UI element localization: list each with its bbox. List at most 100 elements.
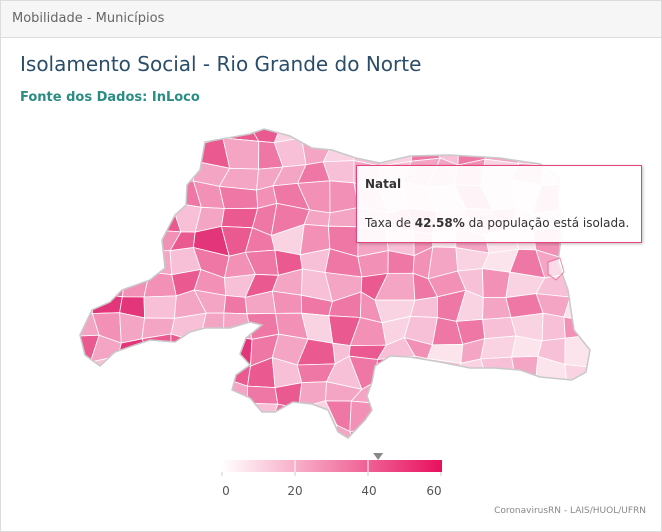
municipality-cell[interactable]	[93, 202, 128, 236]
municipality-cell[interactable]	[385, 120, 414, 143]
municipality-cell[interactable]	[270, 403, 307, 435]
municipality-cell[interactable]	[175, 426, 204, 450]
municipality-cell[interactable]	[564, 334, 593, 368]
natal-municipality[interactable]	[547, 257, 565, 281]
municipality-cell[interactable]	[97, 379, 118, 413]
municipality-cell[interactable]	[222, 333, 253, 367]
municipality-cell[interactable]	[70, 229, 100, 252]
municipality-cell[interactable]	[117, 338, 156, 365]
municipality-cell[interactable]	[583, 254, 616, 275]
municipality-cell[interactable]	[592, 335, 616, 367]
municipality-cell[interactable]	[70, 202, 96, 236]
municipality-cell[interactable]	[223, 295, 248, 315]
municipality-cell[interactable]	[70, 162, 97, 190]
municipality-cell[interactable]	[115, 404, 151, 430]
municipality-cell[interactable]	[593, 360, 616, 387]
municipality-cell[interactable]	[428, 422, 456, 450]
municipality-cell[interactable]	[143, 428, 178, 450]
municipality-cell[interactable]	[480, 356, 517, 386]
municipality-cell[interactable]	[589, 120, 616, 149]
municipality-cell[interactable]	[349, 400, 384, 432]
municipality-cell[interactable]	[141, 181, 180, 205]
municipality-cell[interactable]	[124, 160, 154, 189]
municipality-cell[interactable]	[141, 250, 173, 276]
municipality-cell[interactable]	[169, 160, 196, 183]
municipality-cell[interactable]	[126, 136, 148, 164]
municipality-cell[interactable]	[114, 379, 148, 407]
municipality-cell[interactable]	[90, 187, 128, 204]
municipality-cell[interactable]	[89, 136, 130, 164]
municipality-cell[interactable]	[583, 269, 616, 299]
municipality-cell[interactable]	[582, 423, 616, 450]
municipality-cell[interactable]	[146, 160, 180, 184]
municipality-cell[interactable]	[404, 422, 431, 450]
municipality-cell[interactable]	[70, 292, 94, 314]
municipality-cell[interactable]	[427, 120, 461, 146]
municipality-cell[interactable]	[169, 358, 207, 391]
municipality-cell[interactable]	[203, 358, 232, 391]
municipality-cell[interactable]	[70, 137, 97, 164]
municipality-cell[interactable]	[168, 384, 205, 405]
municipality-cell[interactable]	[70, 423, 101, 450]
municipality-cell[interactable]	[146, 140, 171, 168]
municipality-cell[interactable]	[195, 380, 233, 404]
municipality-cell[interactable]	[119, 312, 146, 344]
municipality-cell[interactable]	[168, 402, 204, 434]
municipality-cell[interactable]	[124, 182, 154, 205]
municipality-cell[interactable]	[70, 360, 99, 390]
municipality-cell[interactable]	[563, 385, 594, 409]
municipality-cell[interactable]	[434, 381, 467, 411]
municipality-cell[interactable]	[70, 386, 101, 413]
municipality-cell[interactable]	[141, 201, 182, 233]
municipality-cell[interactable]	[271, 290, 303, 314]
municipality-cell[interactable]	[122, 120, 148, 149]
municipality-cell[interactable]	[458, 120, 489, 146]
municipality-cell[interactable]	[481, 120, 515, 142]
municipality-cell[interactable]	[507, 120, 534, 142]
municipality-cell[interactable]	[144, 358, 179, 386]
municipality-cell[interactable]	[349, 429, 381, 450]
municipality-cell[interactable]	[482, 317, 517, 340]
municipality-cell[interactable]	[90, 162, 128, 189]
municipality-cell[interactable]	[142, 120, 171, 149]
municipality-cell[interactable]	[485, 384, 517, 412]
municipality-cell[interactable]	[585, 319, 616, 340]
municipality-cell[interactable]	[485, 407, 517, 433]
municipality-cell[interactable]	[220, 207, 259, 229]
municipality-cell[interactable]	[246, 402, 279, 435]
municipality-cell[interactable]	[409, 120, 431, 144]
municipality-cell[interactable]	[557, 423, 586, 450]
municipality-cell[interactable]	[557, 400, 586, 432]
municipality-cell[interactable]	[270, 422, 307, 450]
municipality-cell[interactable]	[70, 179, 95, 206]
municipality-cell[interactable]	[122, 224, 147, 258]
municipality-cell[interactable]	[222, 430, 256, 450]
municipality-cell[interactable]	[328, 120, 355, 141]
municipality-cell[interactable]	[378, 400, 415, 431]
municipality-cell[interactable]	[537, 400, 565, 432]
municipality-cell[interactable]	[480, 335, 517, 360]
municipality-cell[interactable]	[70, 399, 101, 432]
municipality-cell[interactable]	[407, 400, 436, 433]
municipality-cell[interactable]	[454, 422, 492, 450]
municipality-cell[interactable]	[534, 387, 569, 404]
municipality-cell[interactable]	[562, 120, 592, 148]
municipality-cell[interactable]	[169, 120, 202, 145]
municipality-cell[interactable]	[480, 427, 517, 450]
municipality-cell[interactable]	[143, 295, 177, 319]
municipality-cell[interactable]	[510, 427, 539, 450]
municipality-cell[interactable]	[506, 384, 539, 412]
municipality-cell[interactable]	[218, 185, 259, 209]
municipality-cell[interactable]	[122, 250, 151, 281]
municipality-cell[interactable]	[584, 297, 616, 322]
municipality-cell[interactable]	[141, 333, 172, 364]
municipality-cell[interactable]	[99, 405, 128, 432]
municipality-cell[interactable]	[198, 333, 230, 365]
municipality-cell[interactable]	[506, 402, 539, 431]
municipality-cell[interactable]	[481, 268, 511, 299]
municipality-cell[interactable]	[220, 401, 256, 435]
municipality-cell[interactable]	[429, 404, 468, 433]
municipality-cell[interactable]	[170, 333, 207, 360]
municipality-cell[interactable]	[94, 224, 126, 258]
municipality-cell[interactable]	[374, 381, 409, 405]
